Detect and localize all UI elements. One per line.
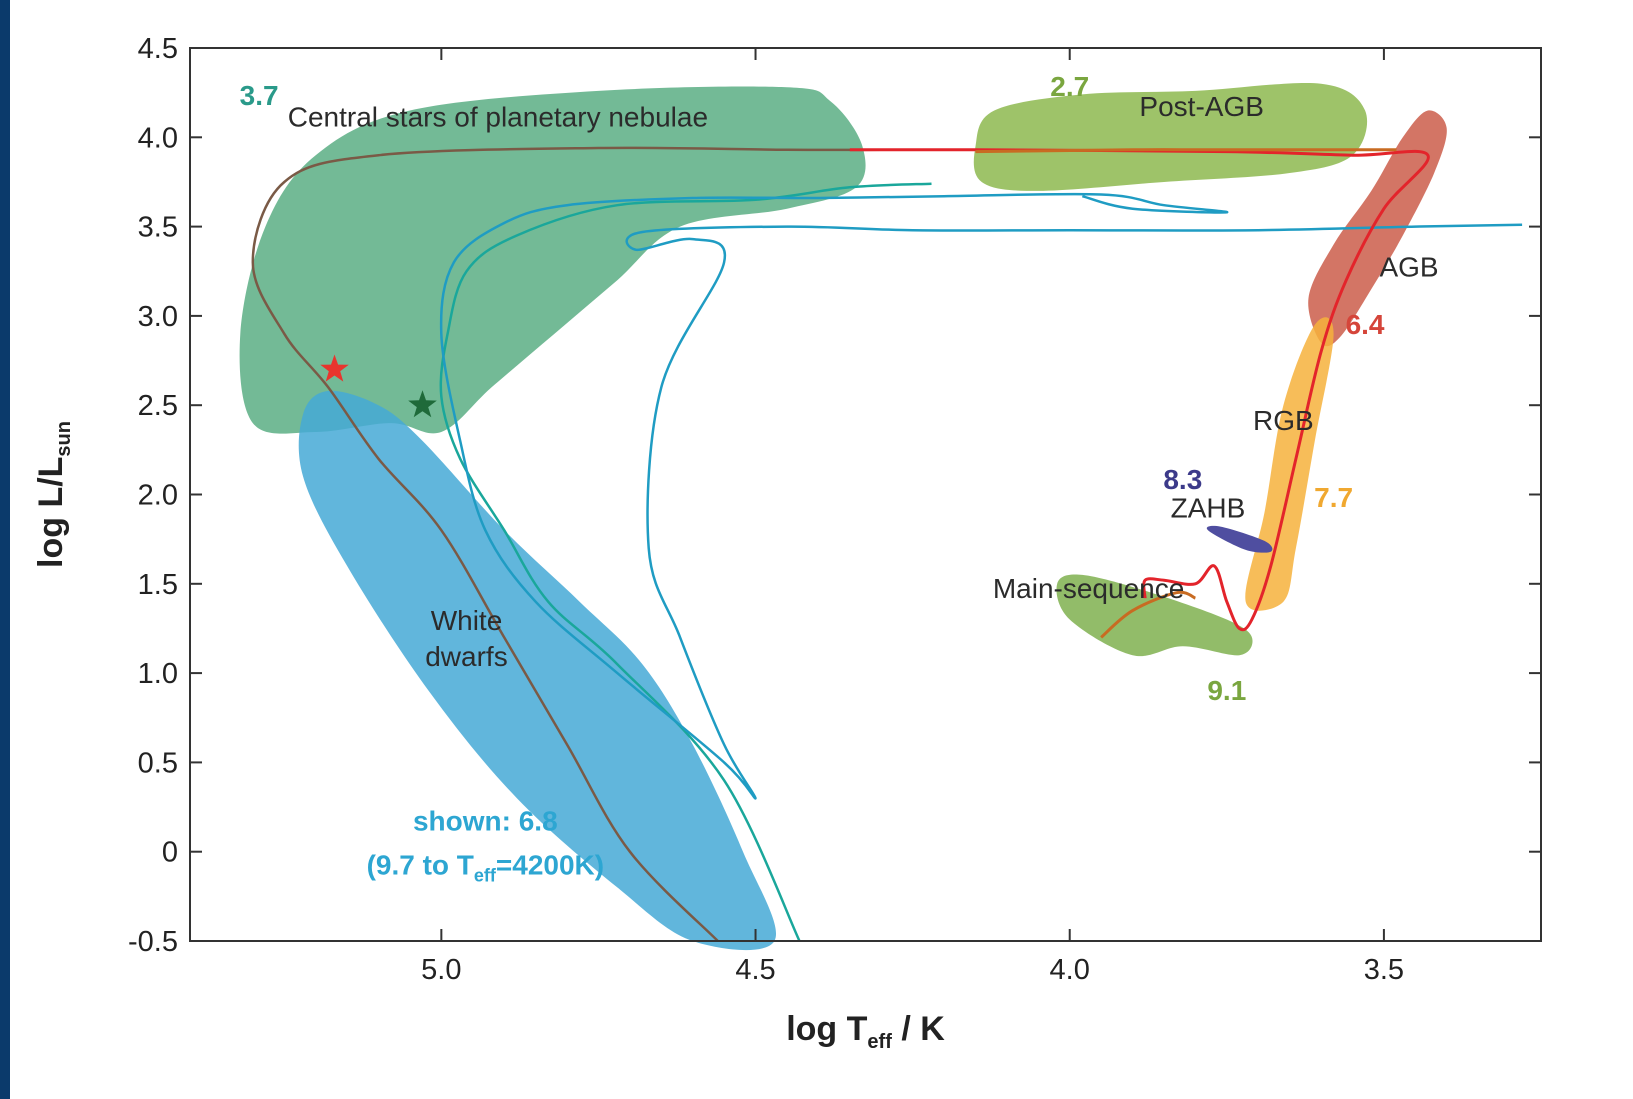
region-label: RGB	[1253, 405, 1314, 436]
series-track_teal	[439, 182, 932, 942]
series-track_brown	[251, 146, 882, 942]
y-tick-label: 1.0	[138, 658, 178, 690]
region-cspn	[239, 86, 866, 434]
region-label: ZAHB	[1171, 493, 1246, 524]
y-axis-title: log L/Lsun	[32, 421, 75, 568]
age-label: 9.1	[1207, 675, 1246, 706]
marker-star_red	[320, 354, 349, 382]
y-tick-label: 2.5	[138, 390, 178, 422]
series-track_red	[849, 148, 1430, 632]
series-track_cyan	[439, 192, 1523, 800]
region-label: Post-AGB	[1139, 91, 1263, 122]
marker-star_green	[408, 390, 437, 418]
region-wd	[298, 390, 777, 951]
y-tick-label: 3.0	[138, 301, 178, 333]
y-tick-label: -0.5	[128, 926, 178, 958]
region-zahb	[1206, 525, 1273, 553]
region-label: Main-sequence	[993, 573, 1184, 604]
y-tick-label: 0	[162, 837, 178, 869]
y-tick-label: 0.5	[138, 747, 178, 779]
x-tick-label: 5.0	[421, 954, 461, 986]
x-tick-label: 3.5	[1364, 954, 1404, 986]
figure-frame: 5.0 4.5 4.0 3.5 4.5 4.0 3.5 3.0 2.5 2.0 1.5 1.0 0.5 0…	[10, 0, 1633, 1099]
region-rgb	[1245, 317, 1334, 611]
y-tick-label: 2.0	[138, 480, 178, 512]
series-track_orange	[975, 148, 1397, 154]
age-label: 3.7	[240, 80, 279, 111]
region-postagb	[973, 82, 1368, 191]
age-label: 7.7	[1314, 482, 1353, 513]
region-label: White	[431, 605, 503, 636]
y-tick-label: 3.5	[138, 212, 178, 244]
x-tick-label: 4.0	[1050, 954, 1090, 986]
ticks-layer: 5.0 4.5 4.0 3.5 4.5 4.0 3.5 3.0 2.5 2.0 1.5 1.0 0.5 0…	[128, 33, 1541, 986]
labels-layer: Central stars of planetary nebulae Post-A…	[240, 71, 1439, 706]
hr-diagram-chart: 5.0 4.5 4.0 3.5 4.5 4.0 3.5 3.0 2.5 2.0 1.5 1.0 0.5 0…	[32, 33, 1542, 1053]
region-label: Central stars of planetary nebulae	[288, 102, 708, 133]
annotation-line-1: shown: 6.8	[413, 805, 558, 836]
y-tick-label: 4.5	[138, 33, 178, 65]
y-tick-label: 1.5	[138, 569, 178, 601]
series-track_ms	[1100, 590, 1197, 639]
markers-layer	[320, 354, 437, 418]
region-ms	[1056, 574, 1253, 657]
region-label: dwarfs	[425, 641, 507, 672]
y-tick-label: 4.0	[138, 122, 178, 154]
tracks-layer	[251, 146, 1523, 942]
x-axis-title: log Teff / K	[786, 1010, 945, 1053]
x-tick-label: 4.5	[735, 954, 775, 986]
region-label: AGB	[1379, 252, 1438, 283]
age-label: 6.4	[1346, 309, 1385, 340]
age-label: 2.7	[1050, 71, 1089, 102]
age-label: 8.3	[1163, 464, 1202, 495]
annotation-line-2: (9.7 to Teff=4200K)	[367, 849, 605, 885]
